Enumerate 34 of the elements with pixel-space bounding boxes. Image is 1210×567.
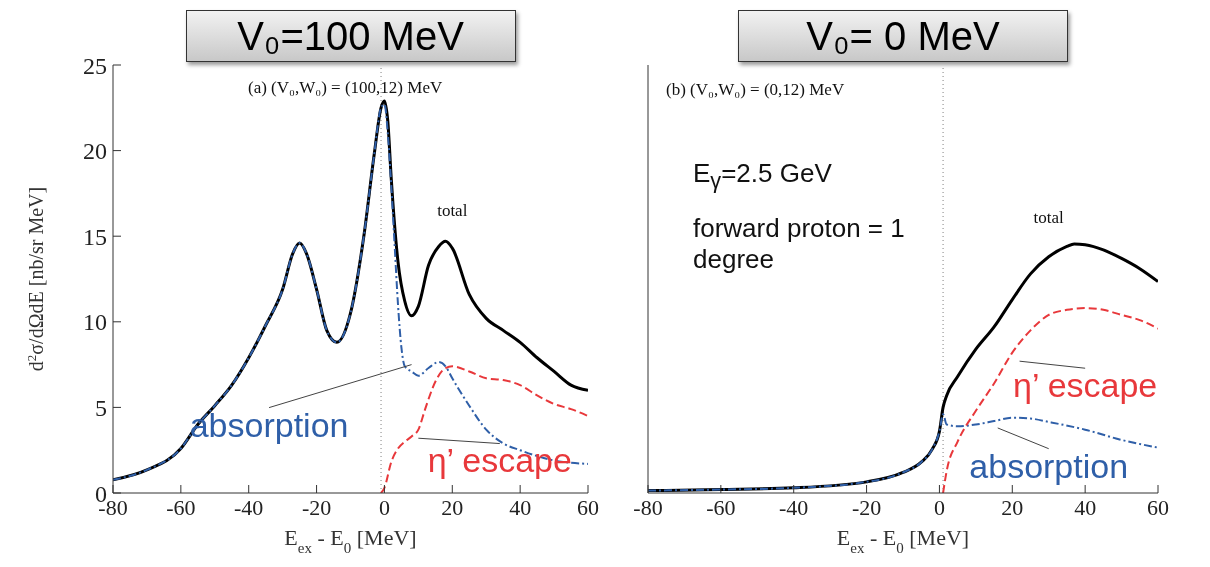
x-tick-label: 0 <box>378 494 390 520</box>
series-label: total <box>1033 207 1065 227</box>
x-tick-label: -80 <box>633 494 663 520</box>
annotation: forward proton = 1 degree <box>693 213 906 276</box>
annotation: (a) (V₀,W₀) = (100,12) MeV <box>248 78 443 99</box>
x-tick-label: -60 <box>166 494 196 520</box>
series-label: absorption <box>969 446 1129 485</box>
y-tick-label: 25 <box>83 52 107 79</box>
y-tick-label: 20 <box>83 138 107 165</box>
x-tick-label: -40 <box>234 494 264 520</box>
x-tick-label: -60 <box>706 494 736 520</box>
series-label: total <box>437 200 468 220</box>
y-tick-label: 15 <box>83 223 107 250</box>
chart-title: V₀= 0 MeV <box>738 10 1068 62</box>
y-tick-label: 10 <box>83 309 107 336</box>
x-axis-title: E$_{ex}$ - E$_{0}$ [MeV] <box>836 525 970 556</box>
x-tick-label: 0 <box>933 494 945 520</box>
series-label: η’ escape <box>1012 366 1158 405</box>
series-label: η’ escape <box>427 441 572 480</box>
x-tick-label: 40 <box>1074 494 1097 520</box>
line-series <box>380 365 588 493</box>
annotation: E$_{γ}$=2.5 GeV <box>693 158 832 195</box>
chart-title: V₀=100 MeV <box>185 10 516 62</box>
x-tick-label: 40 <box>509 494 532 520</box>
x-tick-label: 20 <box>441 494 464 520</box>
x-tick-label: 20 <box>1001 494 1024 520</box>
x-tick-label: 60 <box>577 494 599 520</box>
x-tick-label: -20 <box>301 494 332 520</box>
annotation: (b) (V₀,W₀) = (0,12) MeV <box>666 80 845 101</box>
x-tick-label: -40 <box>779 494 809 520</box>
y-tick-label: 5 <box>95 394 107 421</box>
x-axis-title: E$_{ex}$ - E$_{0}$ [MeV] <box>284 525 417 556</box>
x-tick-label: 60 <box>1147 494 1169 520</box>
x-tick-label: -20 <box>851 494 882 520</box>
